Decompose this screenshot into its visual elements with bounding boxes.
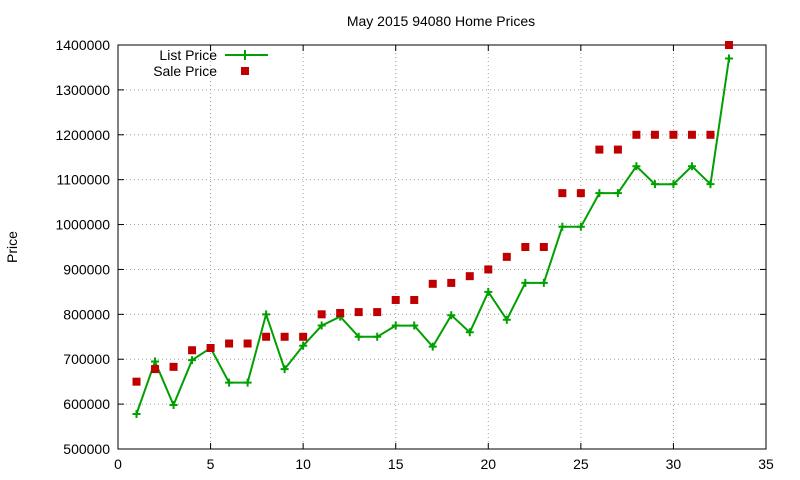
list-price-point [576, 222, 585, 231]
legend-marker-list-price [240, 50, 250, 60]
x-tick-label: 25 [573, 456, 589, 472]
x-tick-label: 35 [758, 456, 774, 472]
sale-price-point [484, 265, 493, 274]
chart-title: May 2015 94080 Home Prices [347, 13, 535, 29]
sale-price-point [428, 279, 437, 288]
sale-price-point [576, 189, 585, 198]
list-price-point [484, 287, 493, 296]
list-price-point [539, 278, 548, 287]
sale-price-point [706, 130, 715, 139]
list-price-point [632, 162, 641, 171]
list-price-line [135, 58, 730, 415]
sale-price-point [169, 362, 178, 371]
list-price-point [188, 356, 197, 365]
sale-price-point [687, 130, 696, 139]
sale-price-point [243, 339, 252, 348]
series [132, 41, 733, 418]
y-tick-label: 700000 [63, 351, 110, 367]
sale-price-point [225, 339, 234, 348]
list-price-point [595, 189, 604, 198]
y-tick-label: 1000000 [55, 217, 110, 233]
x-tick-label: 10 [295, 456, 311, 472]
list-price-point [706, 180, 715, 189]
sale-price-point [669, 130, 678, 139]
list-price-point [465, 328, 474, 337]
plot-frame [117, 44, 767, 450]
sale-price-point [132, 377, 141, 386]
sale-price-point [206, 344, 215, 352]
y-tick-label: 1300000 [55, 82, 110, 98]
list-price-point [687, 162, 696, 171]
sale-price-point [632, 130, 641, 139]
list-price-point [428, 342, 437, 351]
sale-price-point [650, 130, 659, 139]
sale-price-point [336, 308, 345, 317]
sale-price-point [724, 41, 733, 49]
list-price-point [410, 321, 419, 330]
y-tick-label: 1200000 [55, 127, 110, 143]
x-tick-label: 0 [114, 456, 122, 472]
sale-price-point [613, 145, 622, 154]
list-price-point [373, 332, 382, 341]
list-price-point [354, 332, 363, 341]
sale-price-point [502, 252, 511, 261]
axis-ticks: 0 5 10 15 20 25 30 35 500000 600000 700000 800000 90… [55, 37, 774, 472]
sale-price-point [354, 308, 363, 317]
list-price-point [724, 54, 733, 63]
list-price-point [151, 357, 160, 366]
legend: List Price Sale Price [153, 47, 268, 79]
legend-marker-sale-price [241, 67, 249, 75]
sale-price-point [188, 346, 197, 355]
sale-price-point [262, 332, 271, 341]
list-price-point [502, 315, 511, 324]
sale-price-point [521, 243, 530, 251]
sale-price-point [558, 189, 567, 198]
list-price-point [447, 311, 456, 320]
sale-price-point [410, 295, 419, 304]
y-axis-label: Price [4, 231, 20, 263]
list-price-point [317, 321, 326, 330]
sale-price-point [151, 365, 160, 374]
y-tick-label: 1400000 [55, 37, 110, 53]
list-price-point [669, 180, 678, 189]
y-tick-label: 600000 [63, 396, 110, 412]
sale-price-point [539, 243, 548, 251]
grid [118, 45, 766, 449]
list-price-point [262, 310, 271, 319]
sale-price-point [465, 272, 474, 281]
sale-price-point [595, 145, 604, 154]
x-tick-label: 15 [388, 456, 404, 472]
list-price-point [391, 321, 400, 330]
x-tick-label: 20 [480, 456, 496, 472]
y-tick-label: 800000 [63, 306, 110, 322]
x-tick-label: 5 [207, 456, 215, 472]
sale-price-point [447, 278, 456, 287]
list-price-point [169, 401, 178, 410]
list-price-point [132, 409, 141, 418]
legend-label-sale-price: Sale Price [153, 63, 217, 79]
sale-price-point [373, 308, 382, 317]
list-price-point [613, 189, 622, 198]
list-price-point [650, 180, 659, 189]
y-tick-label: 500000 [63, 441, 110, 457]
sale-price-point [280, 332, 289, 341]
list-price-point [243, 378, 252, 387]
list-price-point [280, 365, 289, 374]
list-price-point [558, 222, 567, 231]
sale-price-point [317, 310, 326, 319]
y-tick-label: 900000 [63, 261, 110, 277]
sale-price-point [299, 332, 308, 341]
x-tick-label: 30 [666, 456, 682, 472]
sale-price-point [391, 295, 400, 304]
legend-label-list-price: List Price [159, 47, 217, 63]
y-tick-label: 1100000 [57, 172, 111, 188]
list-price-point [299, 341, 308, 350]
list-price-point [521, 278, 530, 287]
list-price-point [225, 378, 234, 387]
